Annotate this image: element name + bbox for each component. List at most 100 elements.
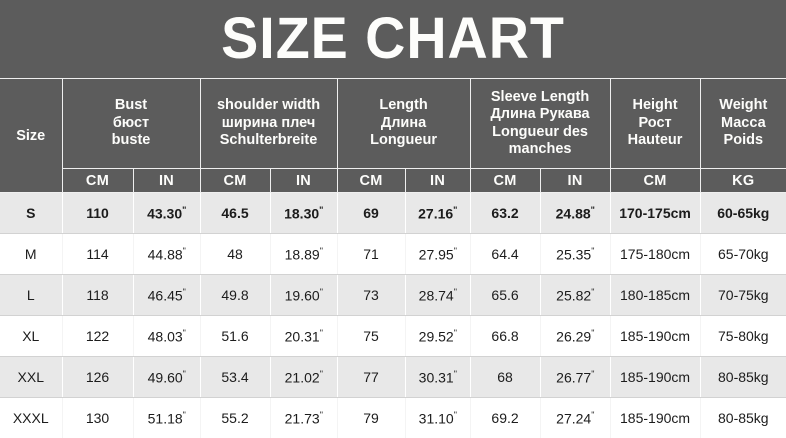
cell-height: 185-190cm (610, 398, 700, 438)
cell-weight: 65-70kg (700, 234, 786, 275)
inch-symbol: " (320, 369, 323, 379)
cell-weight: 75-80kg (700, 316, 786, 357)
cell-sleeve-in: 25.82" (540, 275, 610, 316)
inch-symbol: " (320, 246, 323, 256)
cell-size: XL (0, 316, 62, 357)
inch-symbol: " (454, 246, 457, 256)
header-group-bust-line-3: buste (65, 132, 198, 150)
cell-shoulder-cm: 46.5 (200, 193, 270, 234)
cell-sleeve-in: 24.88" (540, 193, 610, 234)
inch-symbol: " (183, 246, 186, 256)
cell-length-cm: 71 (337, 234, 405, 275)
header-group-length-line-3: Longueur (340, 132, 468, 150)
header-group-shoulder-width-line-1: shoulder width (203, 97, 335, 115)
inch-symbol: " (591, 287, 594, 297)
size-chart-table: Size Bust бюст buste shoulder width шири… (0, 78, 786, 438)
inch-symbol: " (319, 205, 323, 215)
header-group-bust-line-1: Bust (65, 97, 198, 115)
cell-weight: 80-85kg (700, 398, 786, 438)
cell-height: 170-175cm (610, 193, 700, 234)
inch-symbol: " (183, 328, 186, 338)
cell-size: XXXL (0, 398, 62, 438)
header-unit-row: CM IN CM IN CM IN CM IN CM KG (0, 169, 786, 193)
header-group-sleeve-length-line-4: manches (473, 141, 608, 159)
cell-sleeve-in: 26.29" (540, 316, 610, 357)
header-group-sleeve-length-line-3: Longueur des (473, 124, 608, 142)
cell-height: 185-190cm (610, 316, 700, 357)
inch-symbol: " (591, 246, 594, 256)
inch-symbol: " (591, 410, 594, 420)
cell-bust-cm: 130 (62, 398, 133, 438)
cell-sleeve-cm: 64.4 (470, 234, 540, 275)
header-size: Size (0, 79, 62, 193)
cell-length-in: 29.52" (405, 316, 470, 357)
cell-length-cm: 79 (337, 398, 405, 438)
cell-length-cm: 69 (337, 193, 405, 234)
cell-length-in: 31.10" (405, 398, 470, 438)
cell-size: S (0, 193, 62, 234)
cell-shoulder-cm: 53.4 (200, 357, 270, 398)
header-group-bust-line-2: бюст (65, 115, 198, 133)
header-unit-sleeve-cm: CM (470, 169, 540, 193)
cell-weight: 60-65kg (700, 193, 786, 234)
header-group-sleeve-length-line-1: Sleeve Length (473, 89, 608, 107)
cell-height: 180-185cm (610, 275, 700, 316)
header-group-shoulder-width-line-2: ширина плеч (203, 115, 335, 133)
cell-height: 185-190cm (610, 357, 700, 398)
table-header: Size Bust бюст buste shoulder width шири… (0, 79, 786, 193)
cell-shoulder-cm: 51.6 (200, 316, 270, 357)
header-group-shoulder-width-line-3: Schulterbreite (203, 132, 335, 150)
header-group-height-line-1: Height (613, 97, 698, 115)
cell-sleeve-in: 27.24" (540, 398, 610, 438)
title-band: SIZE CHART (0, 0, 786, 78)
header-group-row: Size Bust бюст buste shoulder width шири… (0, 79, 786, 169)
cell-shoulder-in: 20.31" (270, 316, 337, 357)
inch-symbol: " (183, 287, 186, 297)
header-group-bust: Bust бюст buste (62, 79, 200, 169)
cell-shoulder-cm: 49.8 (200, 275, 270, 316)
cell-shoulder-in: 18.89" (270, 234, 337, 275)
cell-bust-in: 43.30" (133, 193, 200, 234)
cell-height: 175-180cm (610, 234, 700, 275)
cell-sleeve-cm: 66.8 (470, 316, 540, 357)
cell-length-in: 28.74" (405, 275, 470, 316)
header-group-shoulder-width: shoulder width ширина плеч Schulterbreit… (200, 79, 337, 169)
inch-symbol: " (454, 369, 457, 379)
header-unit-sleeve-in: IN (540, 169, 610, 193)
cell-bust-cm: 122 (62, 316, 133, 357)
inch-symbol: " (320, 287, 323, 297)
cell-length-cm: 77 (337, 357, 405, 398)
cell-length-in: 30.31" (405, 357, 470, 398)
header-unit-weight-kg: KG (700, 169, 786, 193)
cell-bust-cm: 126 (62, 357, 133, 398)
cell-size: XXL (0, 357, 62, 398)
header-group-sleeve-length-line-2: Длина Рукава (473, 106, 608, 124)
header-group-length: Length Длина Longueur (337, 79, 470, 169)
cell-sleeve-in: 25.35" (540, 234, 610, 275)
cell-shoulder-in: 18.30" (270, 193, 337, 234)
header-unit-length-cm: CM (337, 169, 405, 193)
cell-bust-in: 46.45" (133, 275, 200, 316)
inch-symbol: " (591, 328, 594, 338)
cell-weight: 70-75kg (700, 275, 786, 316)
header-group-length-line-2: Длина (340, 115, 468, 133)
header-group-weight-line-1: Weight (703, 97, 785, 115)
header-group-weight-line-3: Poids (703, 132, 785, 150)
cell-bust-in: 44.88" (133, 234, 200, 275)
cell-size: L (0, 275, 62, 316)
cell-shoulder-in: 19.60" (270, 275, 337, 316)
inch-symbol: " (320, 328, 323, 338)
inch-symbol: " (183, 410, 186, 420)
page-title: SIZE CHART (221, 10, 565, 68)
cell-shoulder-in: 21.73" (270, 398, 337, 438)
cell-length-cm: 73 (337, 275, 405, 316)
header-unit-shoulder-cm: CM (200, 169, 270, 193)
cell-bust-cm: 110 (62, 193, 133, 234)
cell-sleeve-cm: 63.2 (470, 193, 540, 234)
